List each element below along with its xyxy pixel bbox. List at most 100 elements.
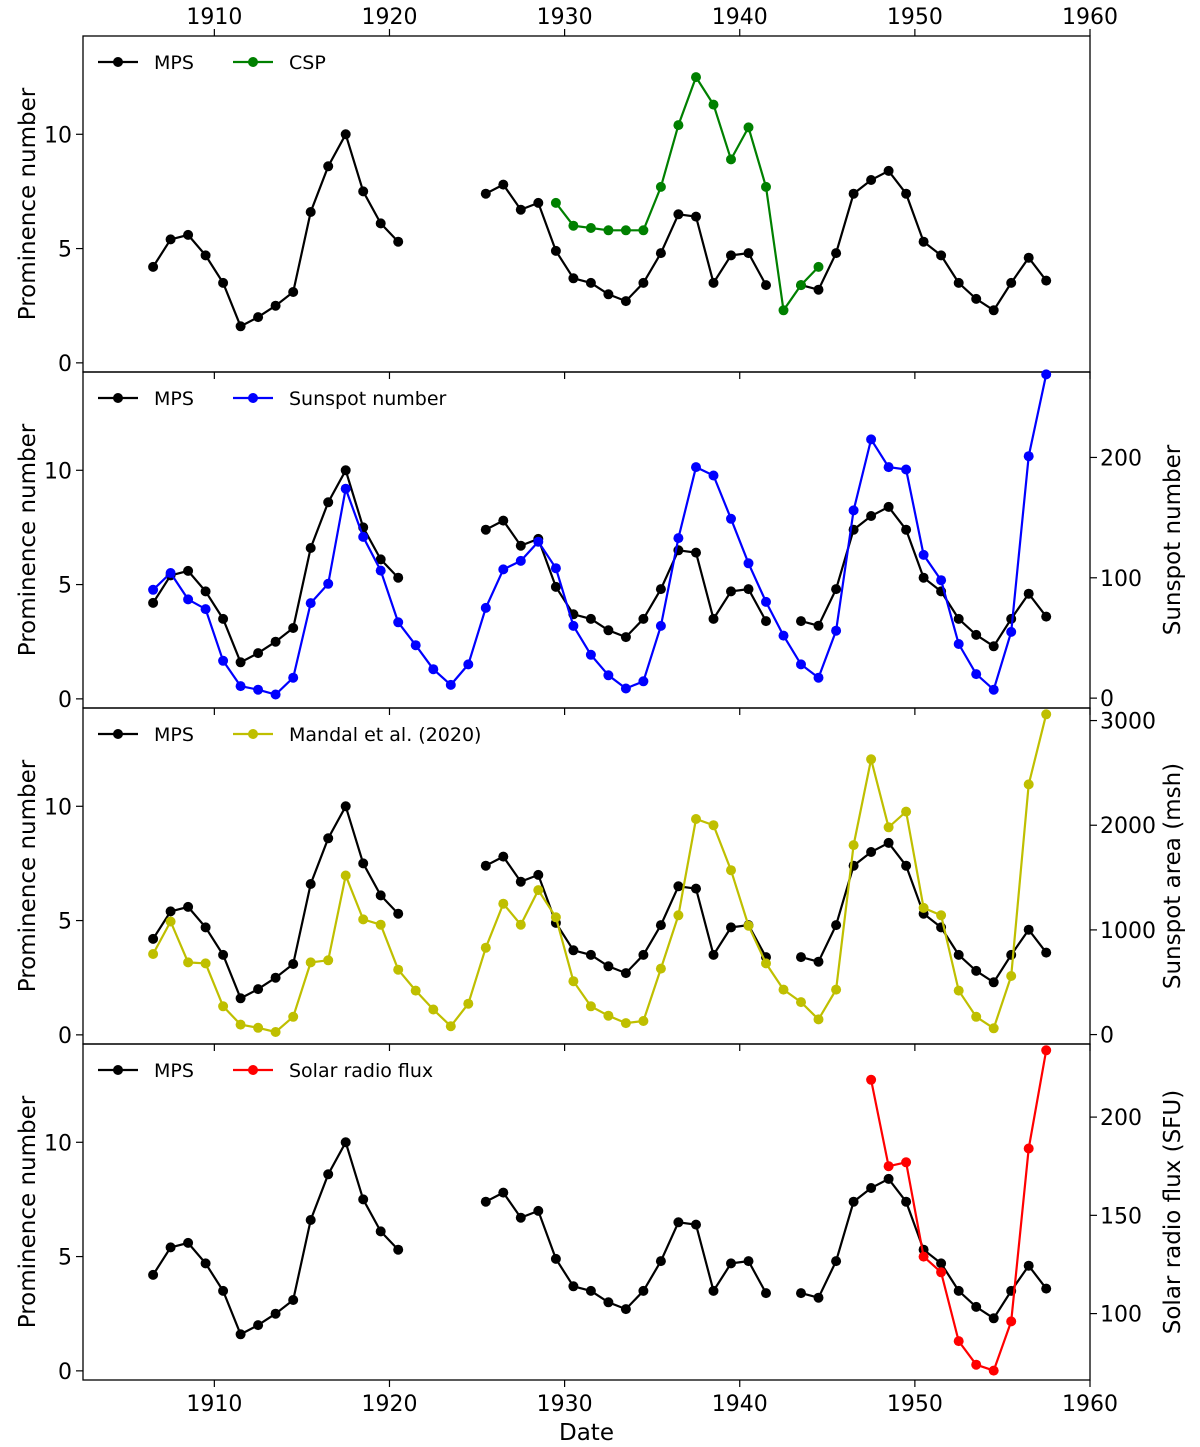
data-point	[480, 524, 491, 535]
data-point	[253, 312, 264, 323]
data-point	[1006, 626, 1017, 637]
legend-label: Mandal et al. (2020)	[289, 724, 481, 746]
data-point	[726, 865, 736, 876]
data-point	[480, 942, 491, 953]
data-point	[200, 958, 211, 969]
data-point	[585, 223, 596, 233]
series-mps	[148, 465, 1052, 668]
data-point	[585, 613, 596, 624]
x-tick-label-top: 1950	[887, 5, 943, 30]
legend-label: Sunspot number	[289, 388, 447, 410]
series-mps	[148, 801, 1052, 1004]
y-tick-label: 5	[58, 238, 72, 263]
legend-marker	[248, 393, 258, 403]
data-point	[743, 584, 754, 595]
data-point	[288, 1011, 299, 1022]
data-point	[323, 1169, 334, 1180]
data-point	[831, 920, 842, 931]
data-point	[270, 300, 281, 311]
data-point	[340, 801, 351, 812]
data-point	[585, 1001, 596, 1012]
y-right-tick-label: 100	[1100, 567, 1142, 592]
y-axis-label: Prominence number	[15, 87, 41, 320]
data-point	[971, 1301, 982, 1312]
data-point	[866, 434, 877, 445]
data-point	[550, 563, 561, 574]
y-tick-label: 5	[58, 1246, 72, 1271]
data-point	[953, 613, 964, 624]
y-axis-label: Prominence number	[15, 1095, 41, 1328]
data-point	[148, 933, 159, 944]
data-point	[971, 629, 982, 640]
series-mandal-et-al-2020	[148, 709, 1052, 1037]
data-point	[708, 470, 719, 481]
data-point	[831, 584, 842, 595]
data-point	[270, 636, 281, 647]
data-point	[901, 1157, 912, 1168]
y-tick-label: 5	[58, 574, 72, 599]
data-point	[183, 957, 194, 968]
plot-frame	[82, 35, 1091, 373]
data-point	[340, 1137, 351, 1148]
data-point	[148, 584, 159, 595]
data-point	[778, 305, 789, 316]
data-point	[813, 261, 824, 272]
data-point	[988, 305, 999, 316]
data-point	[813, 284, 824, 295]
data-point	[305, 1215, 316, 1225]
data-point	[585, 649, 596, 660]
series-line	[485, 519, 767, 639]
data-point	[691, 547, 701, 558]
data-point	[883, 837, 894, 848]
y-right-tick-label: 3000	[1100, 710, 1156, 735]
data-point	[358, 1194, 369, 1205]
data-point	[813, 1292, 824, 1303]
data-point	[726, 922, 736, 933]
data-point	[848, 1196, 859, 1207]
data-point	[761, 1288, 771, 1299]
data-point	[323, 833, 334, 844]
data-point	[305, 879, 316, 889]
data-point	[1041, 611, 1052, 622]
data-point	[218, 949, 229, 960]
data-point	[410, 640, 421, 651]
data-point	[620, 225, 631, 236]
data-point	[498, 515, 509, 526]
data-point	[726, 513, 736, 524]
data-point	[375, 565, 386, 576]
y-right-tick-label: 0	[1100, 1024, 1114, 1049]
data-point	[673, 881, 684, 892]
x-tick-label: 1910	[186, 1392, 242, 1417]
legend: MPS Solar radio flux	[98, 1060, 433, 1082]
data-point	[866, 1183, 877, 1193]
data-point	[183, 229, 194, 240]
data-point	[901, 524, 912, 535]
data-point	[883, 1173, 894, 1184]
data-point	[848, 840, 859, 851]
data-point	[533, 1205, 544, 1216]
y-tick-label: 10	[44, 459, 72, 484]
legend-label: MPS	[154, 1060, 194, 1082]
data-point	[445, 679, 456, 690]
data-point	[918, 549, 929, 560]
data-point	[498, 179, 509, 190]
data-point	[568, 220, 579, 231]
y-tick-label: 10	[44, 123, 72, 148]
data-point	[620, 968, 631, 979]
data-point	[848, 505, 859, 516]
data-point	[831, 1256, 842, 1267]
data-point	[253, 684, 264, 695]
data-point	[200, 250, 211, 261]
data-point	[515, 876, 526, 887]
data-point	[901, 188, 912, 199]
data-point	[288, 959, 299, 969]
data-point	[445, 1021, 456, 1032]
series-line	[152, 714, 1048, 1034]
data-point	[953, 949, 964, 960]
data-point	[691, 1219, 701, 1230]
data-point	[988, 1023, 999, 1034]
data-point	[480, 602, 491, 613]
data-point	[813, 672, 824, 683]
data-point	[883, 1161, 894, 1172]
